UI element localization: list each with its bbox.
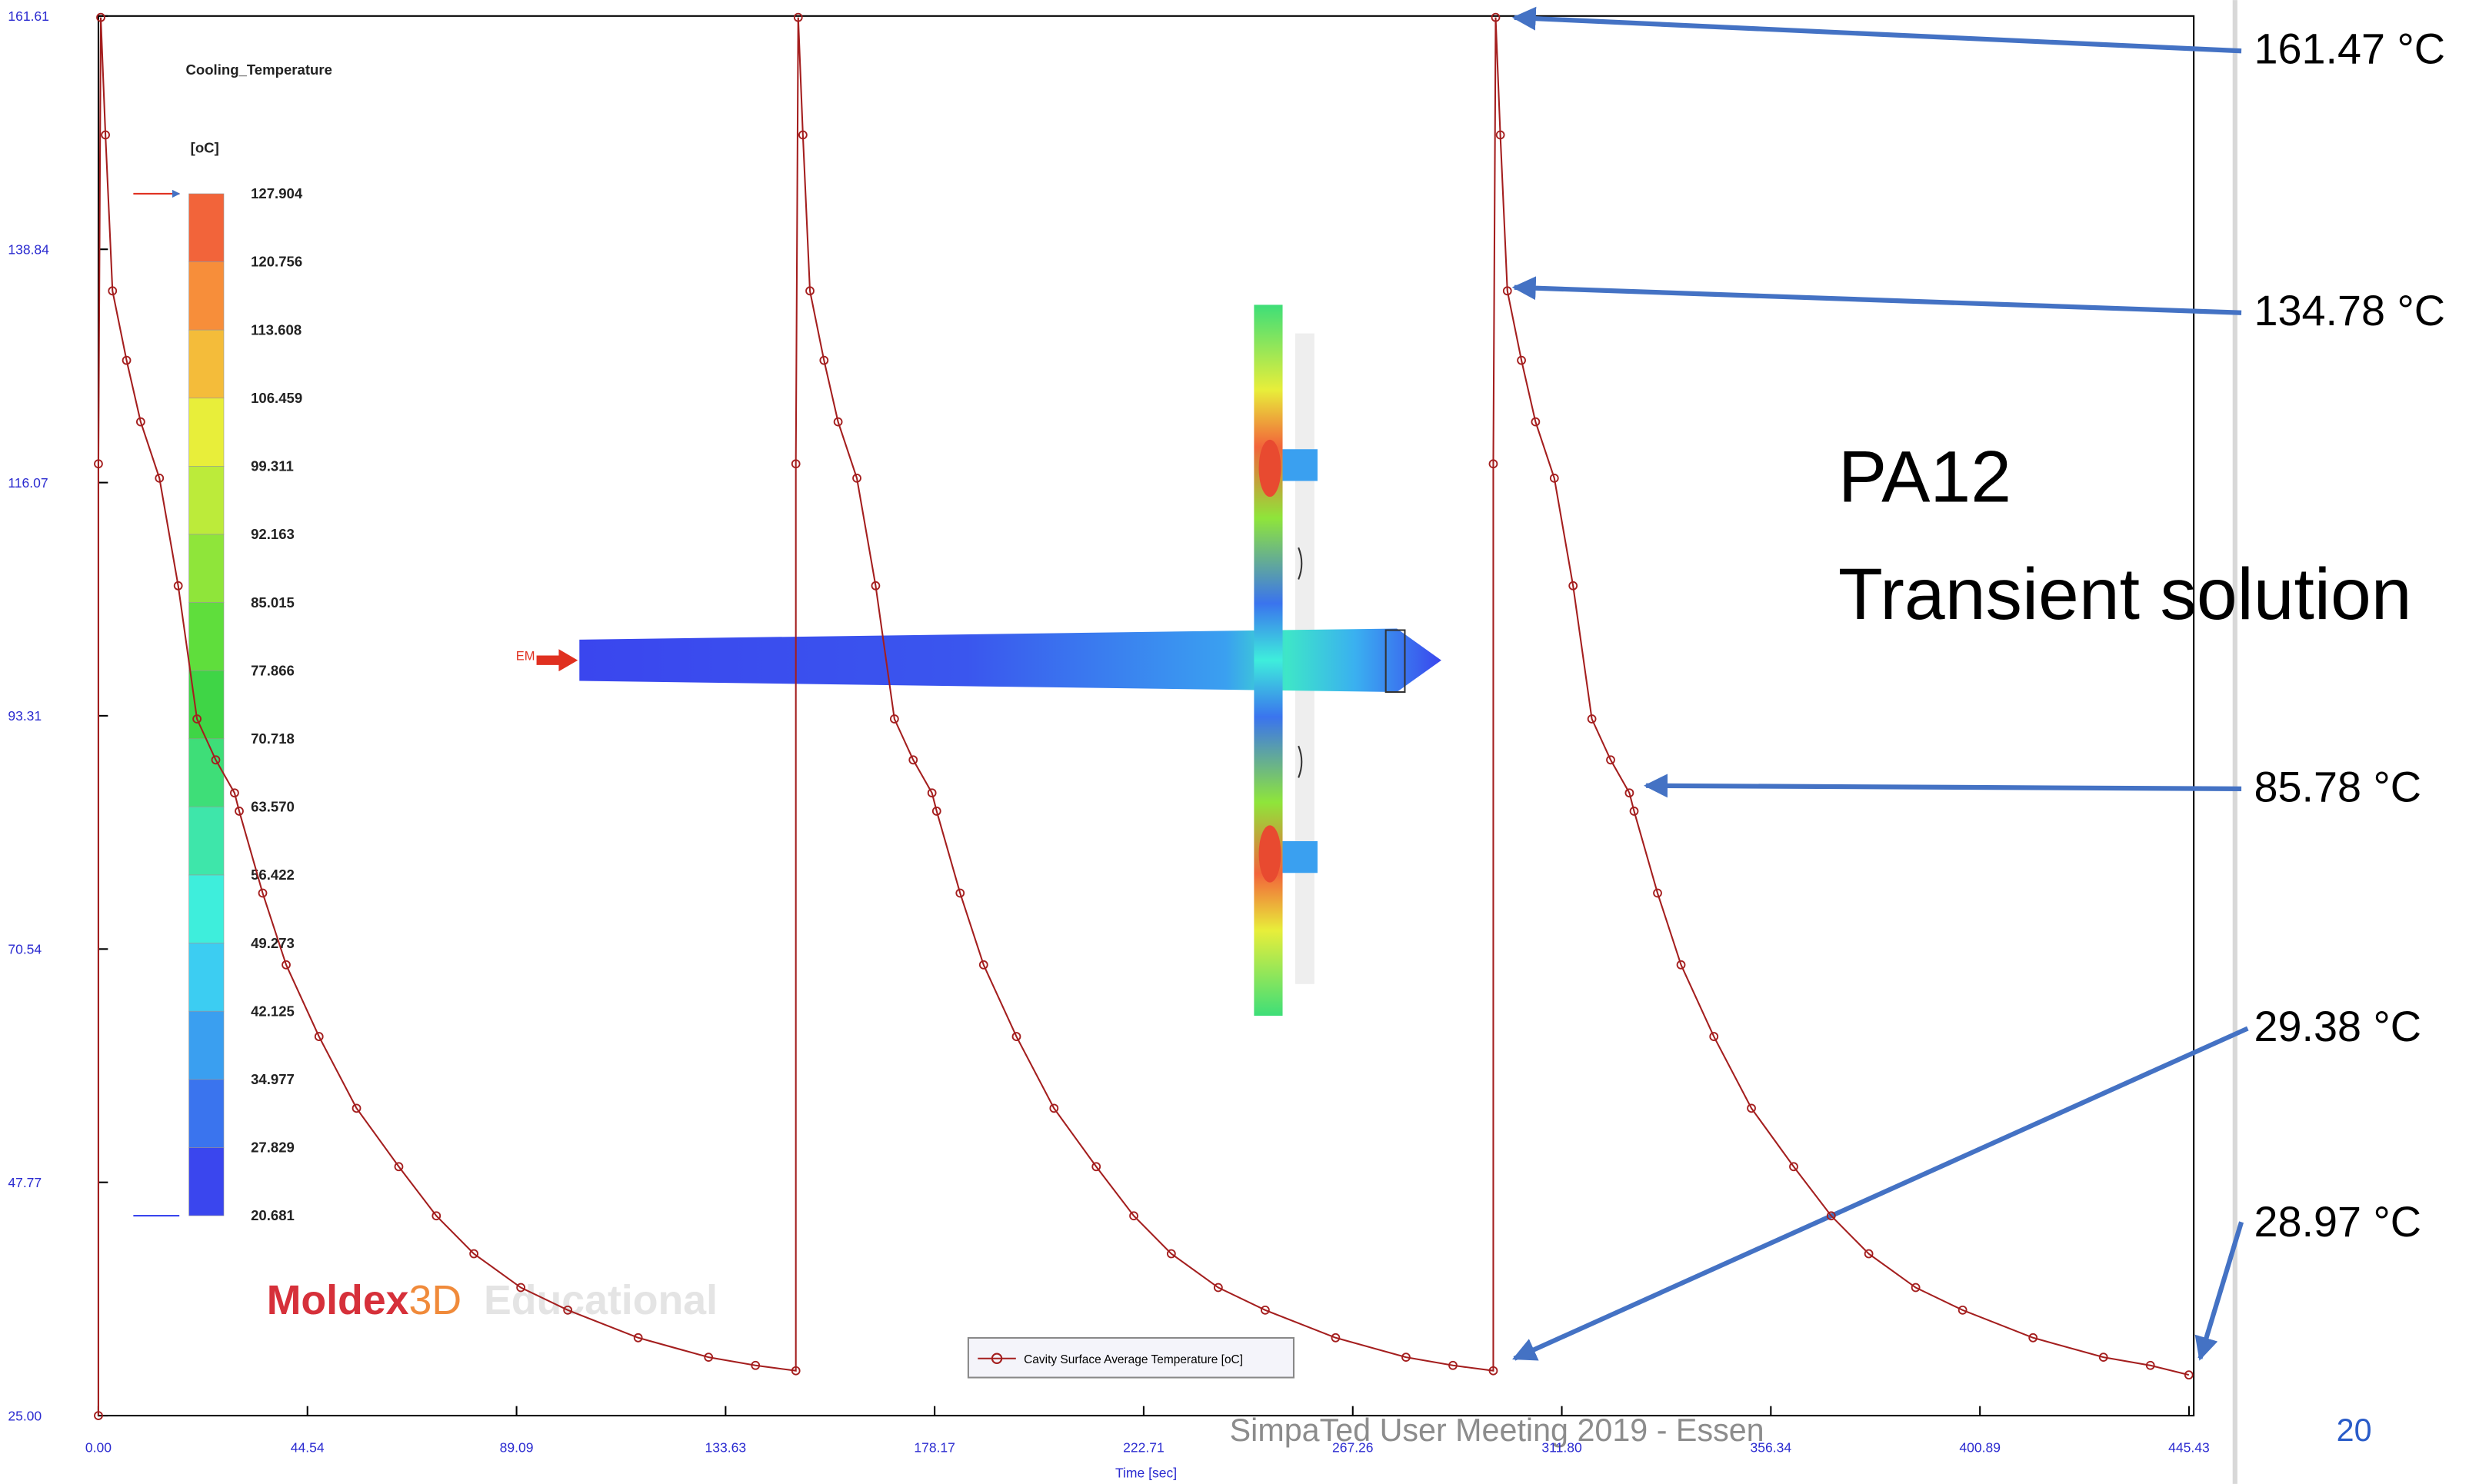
colorbar-band (189, 875, 224, 943)
legend-label: Cavity Surface Average Temperature [oC] (1024, 1353, 1243, 1366)
colorbar-band (189, 603, 224, 671)
watermark-brand: Moldex (267, 1277, 409, 1323)
slide: EM Cooling_Temperature [oC] Moldex3DEduc… (0, 0, 2489, 1484)
x-tick-label: 445.43 (2168, 1440, 2210, 1456)
y-tick-label: 93.31 (8, 708, 42, 724)
x-tick-label: 178.17 (914, 1440, 955, 1456)
y-tick-label: 70.54 (8, 941, 42, 957)
annotation: 161.47 °C (2254, 25, 2445, 73)
colorbar-label: 77.866 (251, 662, 295, 678)
colorbar-label: 85.015 (251, 594, 295, 611)
colorbar-band (189, 398, 224, 467)
colorbar-band (189, 1147, 224, 1216)
x-tick-label: 44.54 (291, 1440, 325, 1456)
annotation: 29.38 °C (2254, 1003, 2421, 1050)
annotation: 134.78 °C (2254, 287, 2445, 334)
colorbar-label: 49.273 (251, 935, 295, 951)
colorbar-band (189, 1011, 224, 1080)
annotation: 28.97 °C (2254, 1198, 2421, 1246)
page-number: 20 (2337, 1412, 2372, 1448)
material: PA12 (1838, 436, 2011, 517)
colorbar-band (189, 534, 224, 603)
colorbar-band (189, 262, 224, 331)
page: EM Cooling_Temperature [oC] Moldex3DEduc… (0, 0, 2489, 1484)
colorbar-band (189, 1080, 224, 1148)
colorbar-label: 92.163 (251, 526, 295, 542)
y-tick-label: 161.61 (8, 8, 49, 24)
colorbar-label: 70.718 (251, 730, 295, 747)
colorbar-unit: [oC] (191, 139, 219, 155)
colorbar-label: 113.608 (251, 321, 302, 338)
y-tick-label: 47.77 (8, 1175, 42, 1190)
colorbar-band (189, 330, 224, 398)
colorbar-band (189, 943, 224, 1012)
x-axis-label: Time [sec] (1115, 1466, 1177, 1481)
colorbar-label: 120.756 (251, 254, 302, 270)
inlet-label: EM (516, 650, 535, 664)
colorbar-band (189, 670, 224, 739)
annotation: 85.78 °C (2254, 763, 2421, 810)
y-tick-label: 25.00 (8, 1408, 42, 1423)
subtitle: Transient solution (1838, 554, 2412, 635)
x-tick-label: 400.89 (1959, 1440, 2001, 1456)
colorbar-label: 27.829 (251, 1140, 295, 1156)
x-tick-label: 89.09 (500, 1440, 534, 1456)
x-tick-label: 267.26 (1332, 1440, 1374, 1456)
colorbar-label: 34.977 (251, 1071, 295, 1087)
colorbar-title: Cooling_Temperature (185, 62, 332, 78)
colorbar-label: 127.904 (251, 185, 303, 201)
colorbar-label: 42.125 (251, 1003, 295, 1019)
colorbar-band (189, 739, 224, 807)
colorbar-label: 99.311 (251, 458, 294, 474)
x-tick-label: 0.00 (85, 1440, 112, 1456)
colorbar-band (189, 807, 224, 875)
x-tick-label: 311.80 (1541, 1440, 1582, 1456)
watermark-suffix: 3D (409, 1277, 462, 1323)
colorbar-label: 106.459 (251, 390, 302, 406)
x-tick-label: 133.63 (705, 1440, 747, 1456)
x-tick-label: 356.34 (1751, 1440, 1792, 1456)
y-tick-label: 116.07 (8, 475, 48, 491)
chart-panel (0, 0, 2232, 1484)
y-tick-label: 138.84 (8, 241, 49, 257)
colorbar-label: 63.570 (251, 799, 295, 815)
footer-text: SimpaTed User Meeting 2019 - Essen (1230, 1412, 1764, 1448)
x-tick-label: 222.71 (1123, 1440, 1165, 1456)
colorbar-label: 20.681 (251, 1207, 295, 1223)
colorbar-band (189, 466, 224, 534)
colorbar-band (189, 194, 224, 262)
